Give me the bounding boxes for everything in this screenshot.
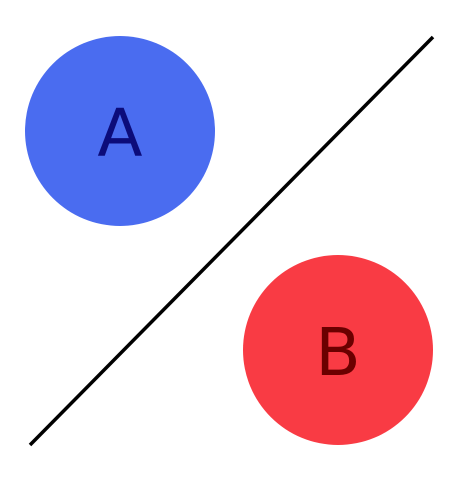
node-b-label: B xyxy=(315,314,360,391)
node-a-circle xyxy=(25,36,215,226)
divider-line xyxy=(28,35,435,447)
node-b-circle xyxy=(243,255,433,445)
node-b: B xyxy=(243,255,433,445)
node-a: A xyxy=(25,36,215,226)
node-a-label: A xyxy=(97,95,142,172)
